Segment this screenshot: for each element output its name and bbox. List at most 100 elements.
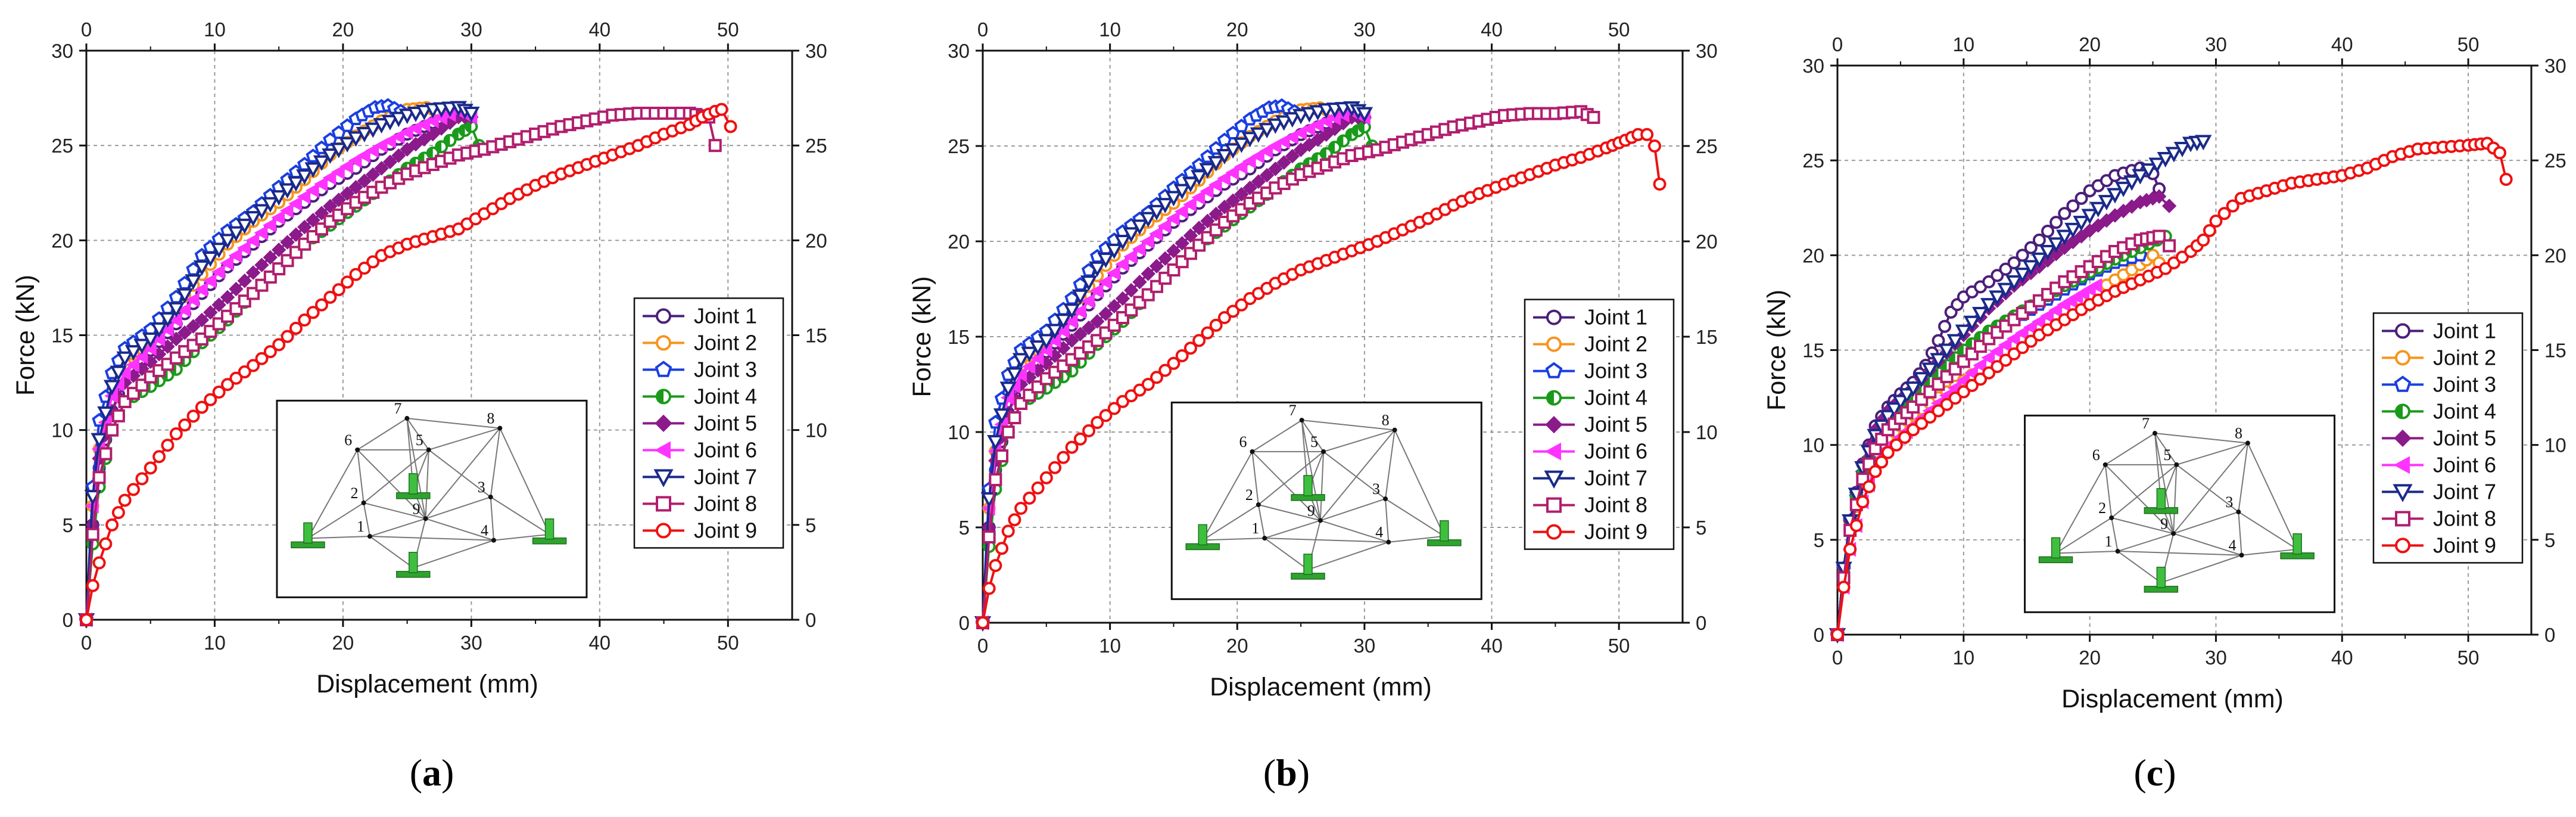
data-point bbox=[373, 138, 388, 153]
data-point bbox=[306, 306, 320, 319]
legend-label: Joint 2 bbox=[2433, 345, 2496, 369]
data-point bbox=[288, 196, 302, 212]
data-point bbox=[1881, 446, 1895, 459]
data-point bbox=[390, 111, 407, 128]
data-point bbox=[1107, 299, 1122, 314]
data-point bbox=[2203, 223, 2216, 237]
data-point bbox=[1131, 219, 1148, 235]
inset-node-label: 9 bbox=[413, 500, 420, 517]
inset-node-label: 9 bbox=[2160, 515, 2168, 532]
data-point bbox=[272, 338, 286, 352]
data-point bbox=[86, 579, 99, 592]
data-point bbox=[2007, 347, 2021, 361]
inset-node bbox=[1386, 539, 1391, 545]
data-point bbox=[1098, 274, 1112, 290]
data-point bbox=[2022, 260, 2039, 276]
data-point bbox=[2058, 207, 2072, 220]
caption-b-letter: b bbox=[1276, 751, 1297, 794]
data-point bbox=[289, 321, 303, 335]
data-point bbox=[1165, 191, 1182, 207]
data-point bbox=[220, 256, 233, 271]
inset-structure-diagram: 1 2 3 4 5 6 7 8 9 bbox=[1170, 401, 1482, 600]
data-point bbox=[1328, 141, 1342, 154]
caption-a-letter: a bbox=[422, 751, 441, 794]
legend-entry: Joint 2 bbox=[1533, 332, 1647, 356]
legend-label: Joint 8 bbox=[2433, 506, 2496, 530]
x-top-tick-label: 0 bbox=[81, 18, 92, 41]
legend-entry: Joint 7 bbox=[2382, 479, 2496, 504]
data-point bbox=[1140, 234, 1154, 249]
data-point bbox=[2157, 151, 2174, 167]
data-point bbox=[1946, 334, 1964, 350]
data-point bbox=[176, 288, 194, 304]
data-point bbox=[1930, 353, 1947, 369]
data-point bbox=[1191, 190, 1206, 205]
data-point bbox=[347, 131, 365, 147]
data-point bbox=[194, 282, 208, 297]
data-point bbox=[995, 449, 1009, 462]
data-point bbox=[2023, 319, 2037, 335]
data-point bbox=[1216, 149, 1234, 164]
y-tick-label: 5 bbox=[959, 517, 970, 539]
legend-marker bbox=[653, 469, 674, 487]
legend-marker bbox=[1544, 470, 1564, 489]
data-point bbox=[1107, 402, 1121, 415]
data-point bbox=[1921, 362, 1939, 378]
series-group bbox=[77, 98, 737, 629]
data-point bbox=[1209, 318, 1223, 332]
data-point bbox=[391, 129, 405, 144]
data-point bbox=[987, 435, 1004, 451]
data-point bbox=[270, 190, 288, 206]
data-point bbox=[348, 179, 363, 195]
y-right-tick-label: 0 bbox=[805, 609, 816, 631]
legend-marker bbox=[2395, 350, 2410, 366]
data-point bbox=[1021, 346, 1038, 362]
data-point bbox=[1242, 154, 1256, 169]
legend-label: Joint 2 bbox=[1584, 332, 1647, 356]
data-point bbox=[2066, 234, 2080, 250]
data-point bbox=[314, 176, 328, 192]
x-top-tick-label: 20 bbox=[2079, 33, 2101, 55]
data-point bbox=[1892, 394, 1910, 411]
data-point bbox=[2165, 147, 2183, 163]
x-top-tick-label: 50 bbox=[717, 18, 739, 41]
legend-marker bbox=[654, 441, 671, 459]
data-point bbox=[152, 450, 166, 464]
data-point bbox=[1008, 513, 1021, 527]
data-point bbox=[135, 472, 149, 486]
legend-marker bbox=[656, 389, 671, 405]
data-point bbox=[1849, 518, 1863, 532]
data-point bbox=[1182, 176, 1200, 192]
data-point bbox=[1191, 170, 1208, 186]
data-point bbox=[382, 154, 398, 169]
y-right-tick-label: 30 bbox=[2544, 55, 2566, 77]
x-top-tick-label: 0 bbox=[977, 18, 988, 41]
data-point bbox=[1046, 324, 1064, 340]
data-point bbox=[2048, 303, 2063, 318]
y-tick-label: 0 bbox=[63, 609, 73, 631]
y-right-tick-label: 15 bbox=[2544, 340, 2566, 362]
data-point bbox=[2148, 157, 2166, 173]
data-point bbox=[373, 118, 390, 134]
legend-label: Joint 3 bbox=[1584, 359, 1647, 383]
data-point bbox=[105, 423, 119, 437]
data-point bbox=[1886, 402, 1903, 418]
legend-entry: Joint 5 bbox=[2382, 425, 2496, 450]
legend-marker bbox=[655, 414, 672, 433]
x-top-tick-label: 10 bbox=[204, 18, 226, 41]
inset-node-label: 6 bbox=[344, 431, 352, 449]
data-point bbox=[1837, 580, 1851, 594]
data-point bbox=[1250, 127, 1267, 143]
data-point bbox=[2030, 252, 2048, 268]
data-point bbox=[989, 473, 1002, 486]
data-point bbox=[1938, 343, 1955, 359]
data-point bbox=[1989, 344, 2004, 359]
data-point bbox=[2089, 201, 2107, 218]
data-point bbox=[177, 302, 191, 318]
legend-entry: Joint 1 bbox=[643, 303, 757, 328]
data-point bbox=[134, 349, 148, 365]
y-right-tick-label: 10 bbox=[805, 420, 827, 442]
data-point bbox=[2032, 233, 2046, 247]
